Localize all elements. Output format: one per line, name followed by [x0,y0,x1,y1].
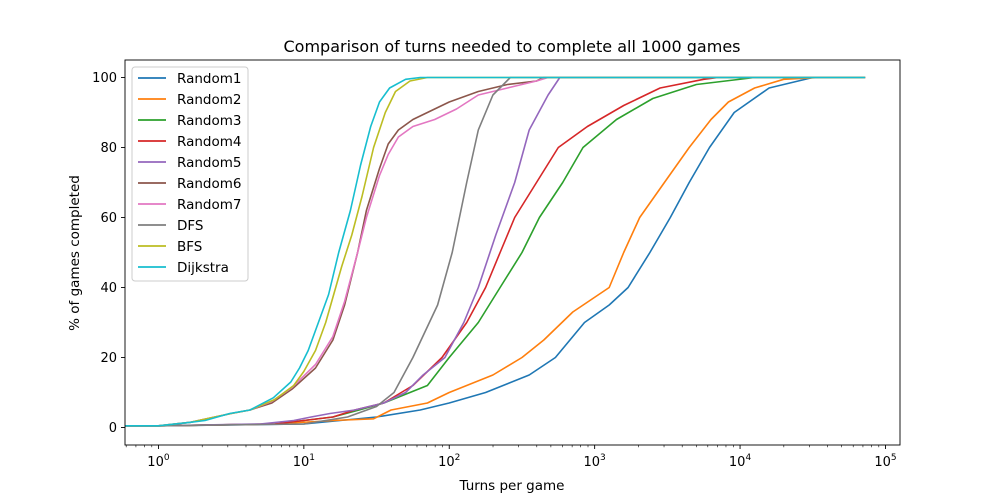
x-tick-label: 105 [874,453,896,470]
x-tick-label: 100 [147,453,170,470]
y-tick-label: 20 [100,351,117,366]
series-line-dijkstra [125,76,866,427]
y-axis-label: % of games completed [67,175,83,331]
legend-label-dijkstra: Dijkstra [177,260,229,276]
y-tick-label: 40 [100,281,117,296]
x-tick-label: 101 [293,453,315,470]
x-axis-label: Turns per game [459,478,565,494]
series-line-random2 [125,76,866,427]
legend: Random1 Random2 Random3 Random4 Random5 Rando… [131,66,249,282]
x-tick-label: 103 [584,453,606,470]
legend-label-bfs: BFS [177,239,202,255]
series-line-random1 [125,76,866,427]
y-tick-label: 80 [100,141,117,156]
legend-label-random2: Random2 [177,92,241,108]
series-line-dfs [125,76,866,427]
plot-frame [124,59,901,446]
axes: 0 20 40 60 80 100 100 101 102 103 104 105 [92,59,901,470]
series-group [125,76,866,427]
y-tick-label: 0 [109,421,117,436]
y-tick-label: 60 [100,211,117,226]
y-tick-label: 100 [92,71,117,86]
series-line-random5 [125,76,866,427]
chart-title: Comparison of turns needed to complete a… [283,37,740,56]
legend-label-random1: Random1 [177,71,241,87]
legend-label-random5: Random5 [177,155,241,171]
legend-label-random7: Random7 [177,197,241,213]
x-tick-label: 102 [438,453,460,470]
legend-label-dfs: DFS [177,218,204,234]
legend-label-random6: Random6 [177,176,241,192]
series-line-random4 [125,76,866,427]
legend-label-random3: Random3 [177,113,241,129]
x-tick-label: 104 [729,453,752,470]
legend-label-random4: Random4 [177,134,241,150]
